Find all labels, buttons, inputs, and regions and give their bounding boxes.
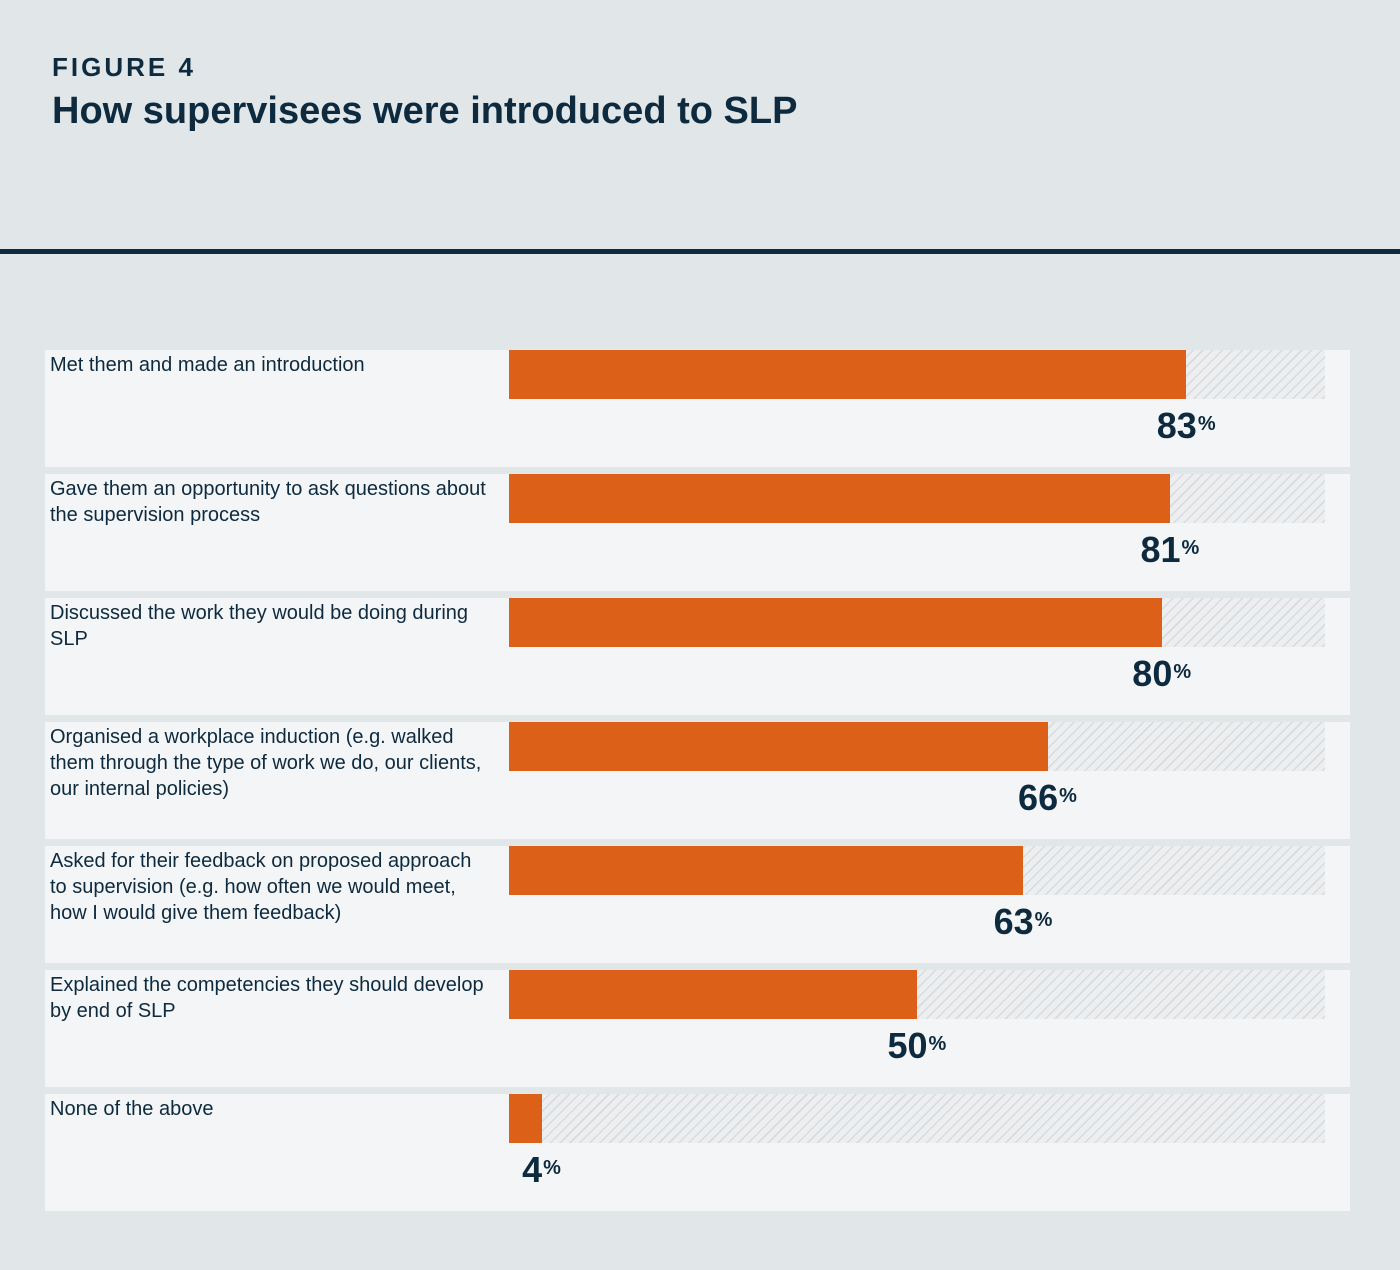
data-label: 80%: [1132, 654, 1191, 694]
category-label: Gave them an opportunity to ask question…: [50, 478, 486, 526]
data-label: 50%: [888, 1026, 947, 1066]
bar: [509, 350, 1187, 399]
bar: [509, 970, 917, 1019]
bar: [509, 598, 1162, 647]
data-label: 81%: [1140, 530, 1199, 570]
figure-label: FIGURE 4: [52, 52, 196, 82]
bar: [509, 846, 1024, 895]
data-label-unit: %: [1173, 661, 1192, 683]
category-label: Organised a workplace induction (e.g. wa…: [50, 726, 482, 800]
data-label-unit: %: [543, 1157, 561, 1179]
data-label: 4%: [522, 1150, 561, 1190]
header-divider: [0, 249, 1400, 254]
bar: [509, 722, 1048, 771]
data-label-unit: %: [1034, 909, 1053, 931]
data-label-value: 50: [887, 1025, 928, 1066]
category-label: Explained the competencies they should d…: [50, 974, 484, 1022]
bar: [509, 474, 1170, 523]
category-label: Met them and made an introduction: [50, 354, 365, 376]
data-label: 63%: [994, 902, 1053, 942]
figure-title: How supervisees were introduced to SLP: [52, 90, 798, 132]
bar-track: [509, 1094, 1325, 1143]
figure-header: FIGURE 4 How supervisees were introduced…: [0, 0, 1400, 252]
data-label: 66%: [1018, 778, 1077, 818]
data-label-value: 81: [1140, 529, 1181, 570]
category-label: None of the above: [50, 1098, 214, 1120]
bar: [509, 1094, 542, 1143]
data-label-value: 80: [1132, 653, 1173, 694]
data-label-unit: %: [1197, 413, 1216, 435]
category-label: Asked for their feedback on proposed app…: [50, 850, 472, 924]
data-label-unit: %: [1059, 785, 1077, 807]
data-label-value: 63: [993, 901, 1034, 942]
data-label-value: 4: [522, 1149, 543, 1190]
data-label-value: 66: [1018, 777, 1059, 818]
category-label: Discussed the work they would be doing d…: [50, 602, 469, 650]
data-label: 83%: [1157, 406, 1216, 446]
data-label-value: 83: [1156, 405, 1197, 446]
data-label-unit: %: [1181, 537, 1200, 559]
data-label-unit: %: [928, 1033, 947, 1055]
